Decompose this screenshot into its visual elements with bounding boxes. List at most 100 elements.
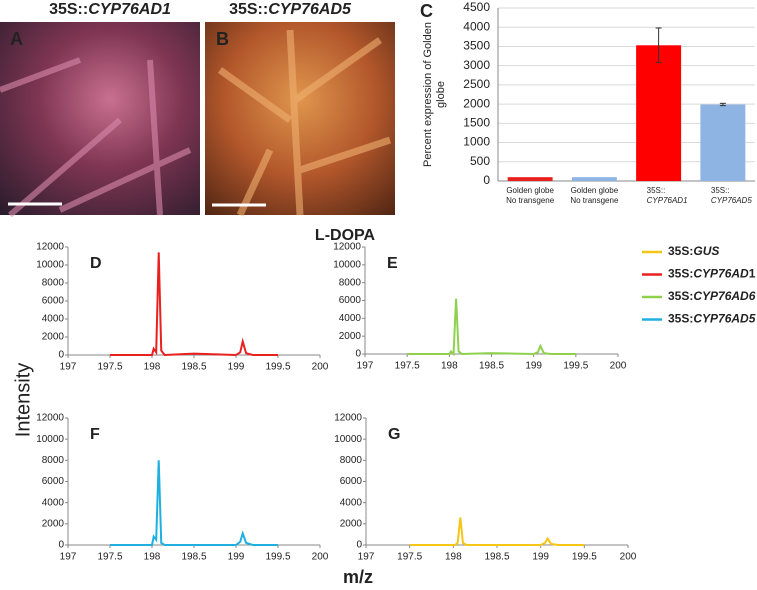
x-tick-label: 35S:: bbox=[647, 186, 666, 195]
x-tick-label: Golden globe bbox=[506, 186, 554, 195]
text-part: globe bbox=[435, 81, 447, 108]
y-tick-label: 10000 bbox=[36, 434, 64, 445]
panel-letter: F bbox=[90, 426, 100, 443]
x-tick-label: 35S:: bbox=[711, 186, 730, 195]
y-tick-label: 12000 bbox=[334, 413, 362, 424]
y-tick-label: 4000 bbox=[42, 314, 65, 325]
y-tick-label: 4000 bbox=[42, 497, 65, 508]
x-tick-label: Golden globe bbox=[571, 186, 619, 195]
y-tick-label: 500 bbox=[470, 154, 490, 168]
line-series bbox=[409, 517, 585, 546]
y-tick-label: 0 bbox=[483, 173, 490, 187]
photo-b bbox=[205, 22, 395, 217]
y-tick-label: 4500 bbox=[463, 0, 490, 14]
text-part: 35S: bbox=[668, 267, 693, 281]
y-tick-label: 2000 bbox=[42, 518, 65, 529]
y-tick-label: 1000 bbox=[463, 135, 490, 149]
x-tick-label: 199.5 bbox=[265, 362, 290, 373]
y-tick-label: 6000 bbox=[339, 295, 362, 306]
text-part: GUS bbox=[693, 244, 719, 258]
legend-label: 35S:CYP76AD5 bbox=[668, 312, 756, 326]
x-tick-label: 199 bbox=[532, 552, 549, 563]
legend-label: 35S:CYP76AD1 bbox=[668, 267, 756, 281]
line-series bbox=[110, 460, 278, 546]
y-tick-label: 10000 bbox=[333, 259, 361, 270]
text-part: CYP76AD5 bbox=[268, 1, 352, 18]
x-tick-label: 197 bbox=[60, 552, 77, 563]
y-tick-label: 12000 bbox=[36, 242, 64, 253]
panel-letter: D bbox=[90, 255, 102, 272]
panel-letter: C bbox=[420, 1, 433, 21]
text-part: CYP76AD6 bbox=[693, 289, 755, 303]
x-tick-label: 197 bbox=[357, 361, 374, 372]
line-series bbox=[110, 252, 278, 357]
y-tick-label: 0 bbox=[58, 540, 64, 551]
photo-title: 35S::CYP76AD5 bbox=[229, 1, 352, 18]
y-tick-label: 1500 bbox=[463, 116, 490, 130]
y-tick-label: 0 bbox=[355, 349, 361, 360]
y-tick-label: 6000 bbox=[42, 476, 65, 487]
y-tick-label: 4000 bbox=[339, 313, 362, 324]
x-tick-label: 198.5 bbox=[484, 552, 509, 563]
text-part: 1 bbox=[749, 267, 756, 281]
x-tick-label: 198 bbox=[441, 361, 458, 372]
x-tick-label: 199 bbox=[228, 362, 245, 373]
y-axis-label: Intensity bbox=[12, 363, 34, 437]
y-tick-label: 2000 bbox=[463, 96, 490, 110]
y-tick-label: 6000 bbox=[42, 296, 65, 307]
y-tick-label: 10000 bbox=[334, 434, 362, 445]
x-tick-label: 200 bbox=[312, 552, 329, 563]
x-tick-label: 197 bbox=[60, 362, 77, 373]
line-series bbox=[407, 298, 576, 357]
x-tick-label: 198.5 bbox=[181, 552, 206, 563]
photo-title: 35S::CYP76AD1 bbox=[49, 1, 171, 18]
text-part: 35S: bbox=[668, 312, 693, 326]
x-tick-label: 198.5 bbox=[181, 362, 206, 373]
y-tick-label: 3000 bbox=[463, 58, 490, 72]
error-bar bbox=[719, 102, 726, 107]
x-tick-label: 197.5 bbox=[97, 552, 122, 563]
panel-letter: G bbox=[388, 426, 400, 443]
y-tick-label: 8000 bbox=[339, 277, 362, 288]
lines-title: L-DOPA bbox=[315, 227, 376, 244]
photo-a bbox=[0, 22, 200, 218]
x-tick-label: 199.5 bbox=[563, 361, 588, 372]
y-tick-label: 2000 bbox=[339, 331, 362, 342]
text-part: CYP76AD bbox=[693, 267, 749, 281]
y-tick-label: 0 bbox=[58, 350, 64, 361]
x-tick-label: 199 bbox=[228, 552, 245, 563]
y-tick-label: 8000 bbox=[42, 278, 65, 289]
text-part: Percent expression of Golden bbox=[422, 22, 434, 167]
x-axis-label: m/z bbox=[343, 567, 373, 587]
y-tick-label: 10000 bbox=[36, 260, 64, 271]
y-tick-label: 12000 bbox=[36, 413, 64, 424]
x-tick-label: 199 bbox=[525, 361, 542, 372]
panel-letter: B bbox=[216, 29, 229, 49]
text-part: CYP76AD1 bbox=[88, 1, 171, 18]
text-part: 35S:: bbox=[229, 1, 268, 18]
x-tick-label: No transgene bbox=[570, 196, 619, 205]
bar bbox=[636, 45, 682, 182]
error-bar bbox=[655, 27, 662, 64]
x-tick-label: 198 bbox=[445, 552, 462, 563]
x-tick-label: 199.5 bbox=[572, 552, 597, 563]
x-tick-label: 197 bbox=[358, 552, 375, 563]
text-part: 35S: bbox=[668, 244, 693, 258]
x-tick-label: 198 bbox=[144, 552, 161, 563]
y-tick-label: 8000 bbox=[340, 455, 363, 466]
y-tick-label: 8000 bbox=[42, 455, 65, 466]
y-tick-label: 2000 bbox=[42, 332, 65, 343]
x-tick-label: 198 bbox=[144, 362, 161, 373]
x-tick-label: 200 bbox=[620, 552, 637, 563]
text-part: CYP76AD5 bbox=[693, 312, 755, 326]
bar bbox=[700, 104, 746, 181]
x-tick-label: 197.5 bbox=[395, 361, 420, 372]
bar bbox=[507, 177, 553, 181]
y-tick-label: 0 bbox=[356, 540, 362, 551]
y-tick-label: 6000 bbox=[340, 476, 363, 487]
text-part: 35S: bbox=[668, 289, 693, 303]
y-tick-label: 12000 bbox=[333, 242, 361, 253]
y-tick-label: 3500 bbox=[463, 39, 490, 53]
x-tick-label: 200 bbox=[610, 361, 627, 372]
